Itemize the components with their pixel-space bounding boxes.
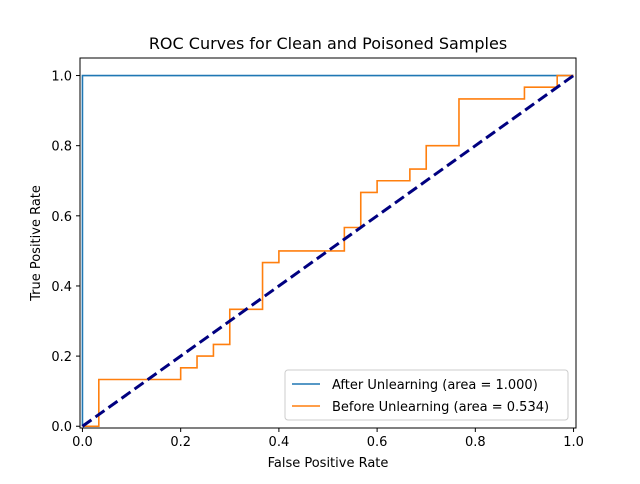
legend-label-after-unlearning: After Unlearning (area = 1.000)	[332, 378, 538, 393]
x-axis-label: False Positive Rate	[268, 456, 389, 471]
y-tick-label: 0.8	[51, 140, 72, 155]
series-line-after-unlearning	[81, 74, 574, 427]
y-tick-label: 0.0	[51, 420, 72, 435]
chart-title: ROC Curves for Clean and Poisoned Sample…	[149, 34, 507, 53]
x-axis-ticks: 0.0 0.2 0.4 0.6 0.8 1.0	[72, 428, 584, 450]
x-tick-label: 0.8	[465, 435, 486, 450]
x-tick-label: 0.0	[72, 435, 93, 450]
y-axis-ticks: 0.0 0.2 0.4 0.6 0.8 1.0	[51, 70, 80, 435]
x-tick-label: 1.0	[563, 435, 584, 450]
x-tick-label: 0.6	[367, 435, 388, 450]
plot-frame	[79, 57, 577, 429]
y-tick-label: 0.4	[51, 280, 72, 295]
y-tick-label: 1.0	[51, 70, 72, 85]
chance-diagonal-line	[81, 74, 575, 428]
series-layer	[81, 74, 575, 428]
legend: After Unlearning (area = 1.000) Before U…	[284, 369, 569, 421]
x-tick-label: 0.2	[170, 435, 191, 450]
y-tick-label: 0.6	[51, 210, 72, 225]
legend-label-before-unlearning: Before Unlearning (area = 0.534)	[332, 400, 549, 415]
y-tick-label: 0.2	[51, 350, 72, 365]
legend-box	[284, 369, 569, 421]
x-tick-label: 0.4	[269, 435, 290, 450]
y-axis-label: True Positive Rate	[29, 185, 44, 302]
